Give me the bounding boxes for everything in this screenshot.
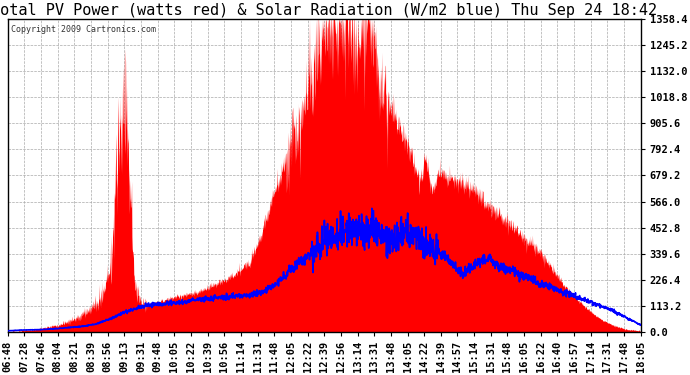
Text: Copyright 2009 Cartronics.com: Copyright 2009 Cartronics.com (11, 25, 156, 34)
Title: Total PV Power (watts red) & Solar Radiation (W/m2 blue) Thu Sep 24 18:42: Total PV Power (watts red) & Solar Radia… (0, 3, 658, 18)
